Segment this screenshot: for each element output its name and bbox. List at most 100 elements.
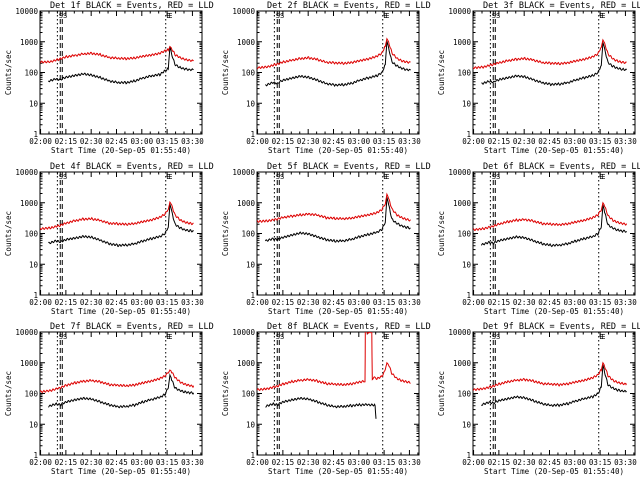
events-series-line <box>481 364 627 408</box>
y-axis-label: Counts/sec <box>4 50 13 95</box>
x-axis-label: Start Time (20-Sep-05 01:55:40) <box>268 307 408 316</box>
x-tick-label: 03:00 <box>348 458 371 467</box>
y-tick-label: 1000 <box>237 38 256 47</box>
y-tick-label: 100 <box>241 69 255 78</box>
lld-series-line <box>40 369 195 394</box>
marker-annotation: E <box>166 173 170 181</box>
x-tick-label: 03:30 <box>398 298 421 307</box>
x-tick-label: 03:30 <box>398 137 421 146</box>
x-tick-label: 02:30 <box>80 137 103 146</box>
x-tick-label: 03:00 <box>564 137 587 146</box>
plot-frame <box>256 171 420 296</box>
x-tick-label: 03:00 <box>131 298 154 307</box>
plot-frame <box>472 10 636 135</box>
marker-annotation: S <box>492 173 496 181</box>
x-tick-label: 02:15 <box>488 458 511 467</box>
y-axis-label: Counts/sec <box>221 50 230 95</box>
y-tick-label: 1 <box>466 291 471 300</box>
x-tick-label: 03:30 <box>181 137 204 146</box>
y-tick-label: 1 <box>250 130 255 139</box>
marker-annotation: E <box>383 12 387 20</box>
x-tick-label: 02:45 <box>322 458 345 467</box>
y-tick-label: 10000 <box>448 328 471 337</box>
y-tick-label: 10 <box>29 420 39 429</box>
y-tick-label: 1 <box>33 451 38 460</box>
x-tick-label: 02:15 <box>272 298 295 307</box>
y-tick-label: 1000 <box>453 359 472 368</box>
x-tick-label: 03:15 <box>589 458 612 467</box>
y-axis-label: Counts/sec <box>4 211 13 256</box>
panel-title: Det 8f BLACK = Events, RED = LLD <box>267 322 431 332</box>
x-tick-label: 03:30 <box>614 298 637 307</box>
events-series-line <box>265 396 377 419</box>
y-axis-label: Counts/sec <box>437 50 446 95</box>
x-tick-label: 03:15 <box>156 298 179 307</box>
marker-annotation: S <box>276 173 280 181</box>
events-series-line <box>481 42 627 87</box>
y-axis-label: Counts/sec <box>437 371 446 416</box>
marker-annotation: E <box>168 173 172 181</box>
x-tick-label: 02:30 <box>80 298 103 307</box>
marker-annotation: S <box>59 333 63 341</box>
x-axis-label: Start Time (20-Sep-05 01:55:40) <box>268 467 408 476</box>
x-tick-label: 02:30 <box>297 137 320 146</box>
x-tick-label: 03:30 <box>614 137 637 146</box>
plot-frame <box>39 171 203 296</box>
marker-annotation: S <box>276 333 280 341</box>
panel-title: Det 2f BLACK = Events, RED = LLD <box>267 1 431 11</box>
plot-frame <box>256 331 420 456</box>
x-axis-label: Start Time (20-Sep-05 01:55:40) <box>484 307 624 316</box>
x-tick-label: 03:00 <box>564 298 587 307</box>
marker-annotation: S <box>63 12 67 20</box>
x-axis-label: Start Time (20-Sep-05 01:55:40) <box>51 467 191 476</box>
x-tick-label: 02:15 <box>272 137 295 146</box>
y-tick-label: 1000 <box>20 199 39 208</box>
y-tick-label: 10 <box>246 420 256 429</box>
marker-annotation: S <box>63 333 67 341</box>
marker-annotation: E <box>599 333 603 341</box>
marker-annotation: S <box>496 173 500 181</box>
x-tick-label: 02:00 <box>29 298 52 307</box>
panel-title: Det 7f BLACK = Events, RED = LLD <box>50 322 214 332</box>
marker-annotation: S <box>59 173 63 181</box>
y-tick-label: 10 <box>462 260 472 269</box>
lld-series-line <box>40 45 194 64</box>
x-tick-label: 02:00 <box>462 137 485 146</box>
y-tick-label: 1000 <box>237 199 256 208</box>
lld-series-line <box>257 192 411 223</box>
x-tick-label: 02:30 <box>297 298 320 307</box>
x-tick-label: 03:15 <box>373 298 396 307</box>
y-tick-label: 100 <box>241 230 255 239</box>
x-tick-label: 02:30 <box>513 298 536 307</box>
x-tick-label: 02:45 <box>105 458 128 467</box>
panel-title: Det 9f BLACK = Events, RED = LLD <box>483 322 640 332</box>
x-tick-label: 02:45 <box>538 458 561 467</box>
x-tick-label: 02:45 <box>538 137 561 146</box>
x-tick-label: 03:15 <box>373 137 396 146</box>
y-tick-label: 10000 <box>232 328 255 337</box>
y-tick-label: 1000 <box>20 38 39 47</box>
panel-title: Det 4f BLACK = Events, RED = LLD <box>50 162 214 172</box>
plot-frame <box>472 331 636 456</box>
x-axis-label: Start Time (20-Sep-05 01:55:40) <box>51 307 191 316</box>
panel-title: Det 5f BLACK = Events, RED = LLD <box>267 162 431 172</box>
x-tick-label: 02:30 <box>297 458 320 467</box>
lld-series-line <box>257 332 411 392</box>
y-tick-label: 1 <box>250 451 255 460</box>
x-tick-label: 03:00 <box>564 458 587 467</box>
x-tick-label: 02:30 <box>513 458 536 467</box>
marker-annotation: S <box>280 333 284 341</box>
plot-frame <box>256 10 420 135</box>
y-axis-label: Counts/sec <box>437 211 446 256</box>
x-axis-label: Start Time (20-Sep-05 01:55:40) <box>268 146 408 155</box>
panel-det-1: Det 1f BLACK = Events, RED = LLD 1 10 100 10… <box>4 1 214 155</box>
marker-annotation: E <box>383 333 387 341</box>
y-tick-label: 1 <box>33 130 38 139</box>
y-tick-label: 10 <box>29 260 39 269</box>
panel-det-5: Det 5f BLACK = Events, RED = LLD 1 10 100 10… <box>221 162 431 316</box>
x-tick-label: 02:00 <box>246 137 269 146</box>
y-tick-label: 10 <box>462 99 472 108</box>
panel-det-8: Det 8f BLACK = Events, RED = LLD 1 10 100 10… <box>221 322 431 476</box>
marker-annotation: S <box>492 12 496 20</box>
